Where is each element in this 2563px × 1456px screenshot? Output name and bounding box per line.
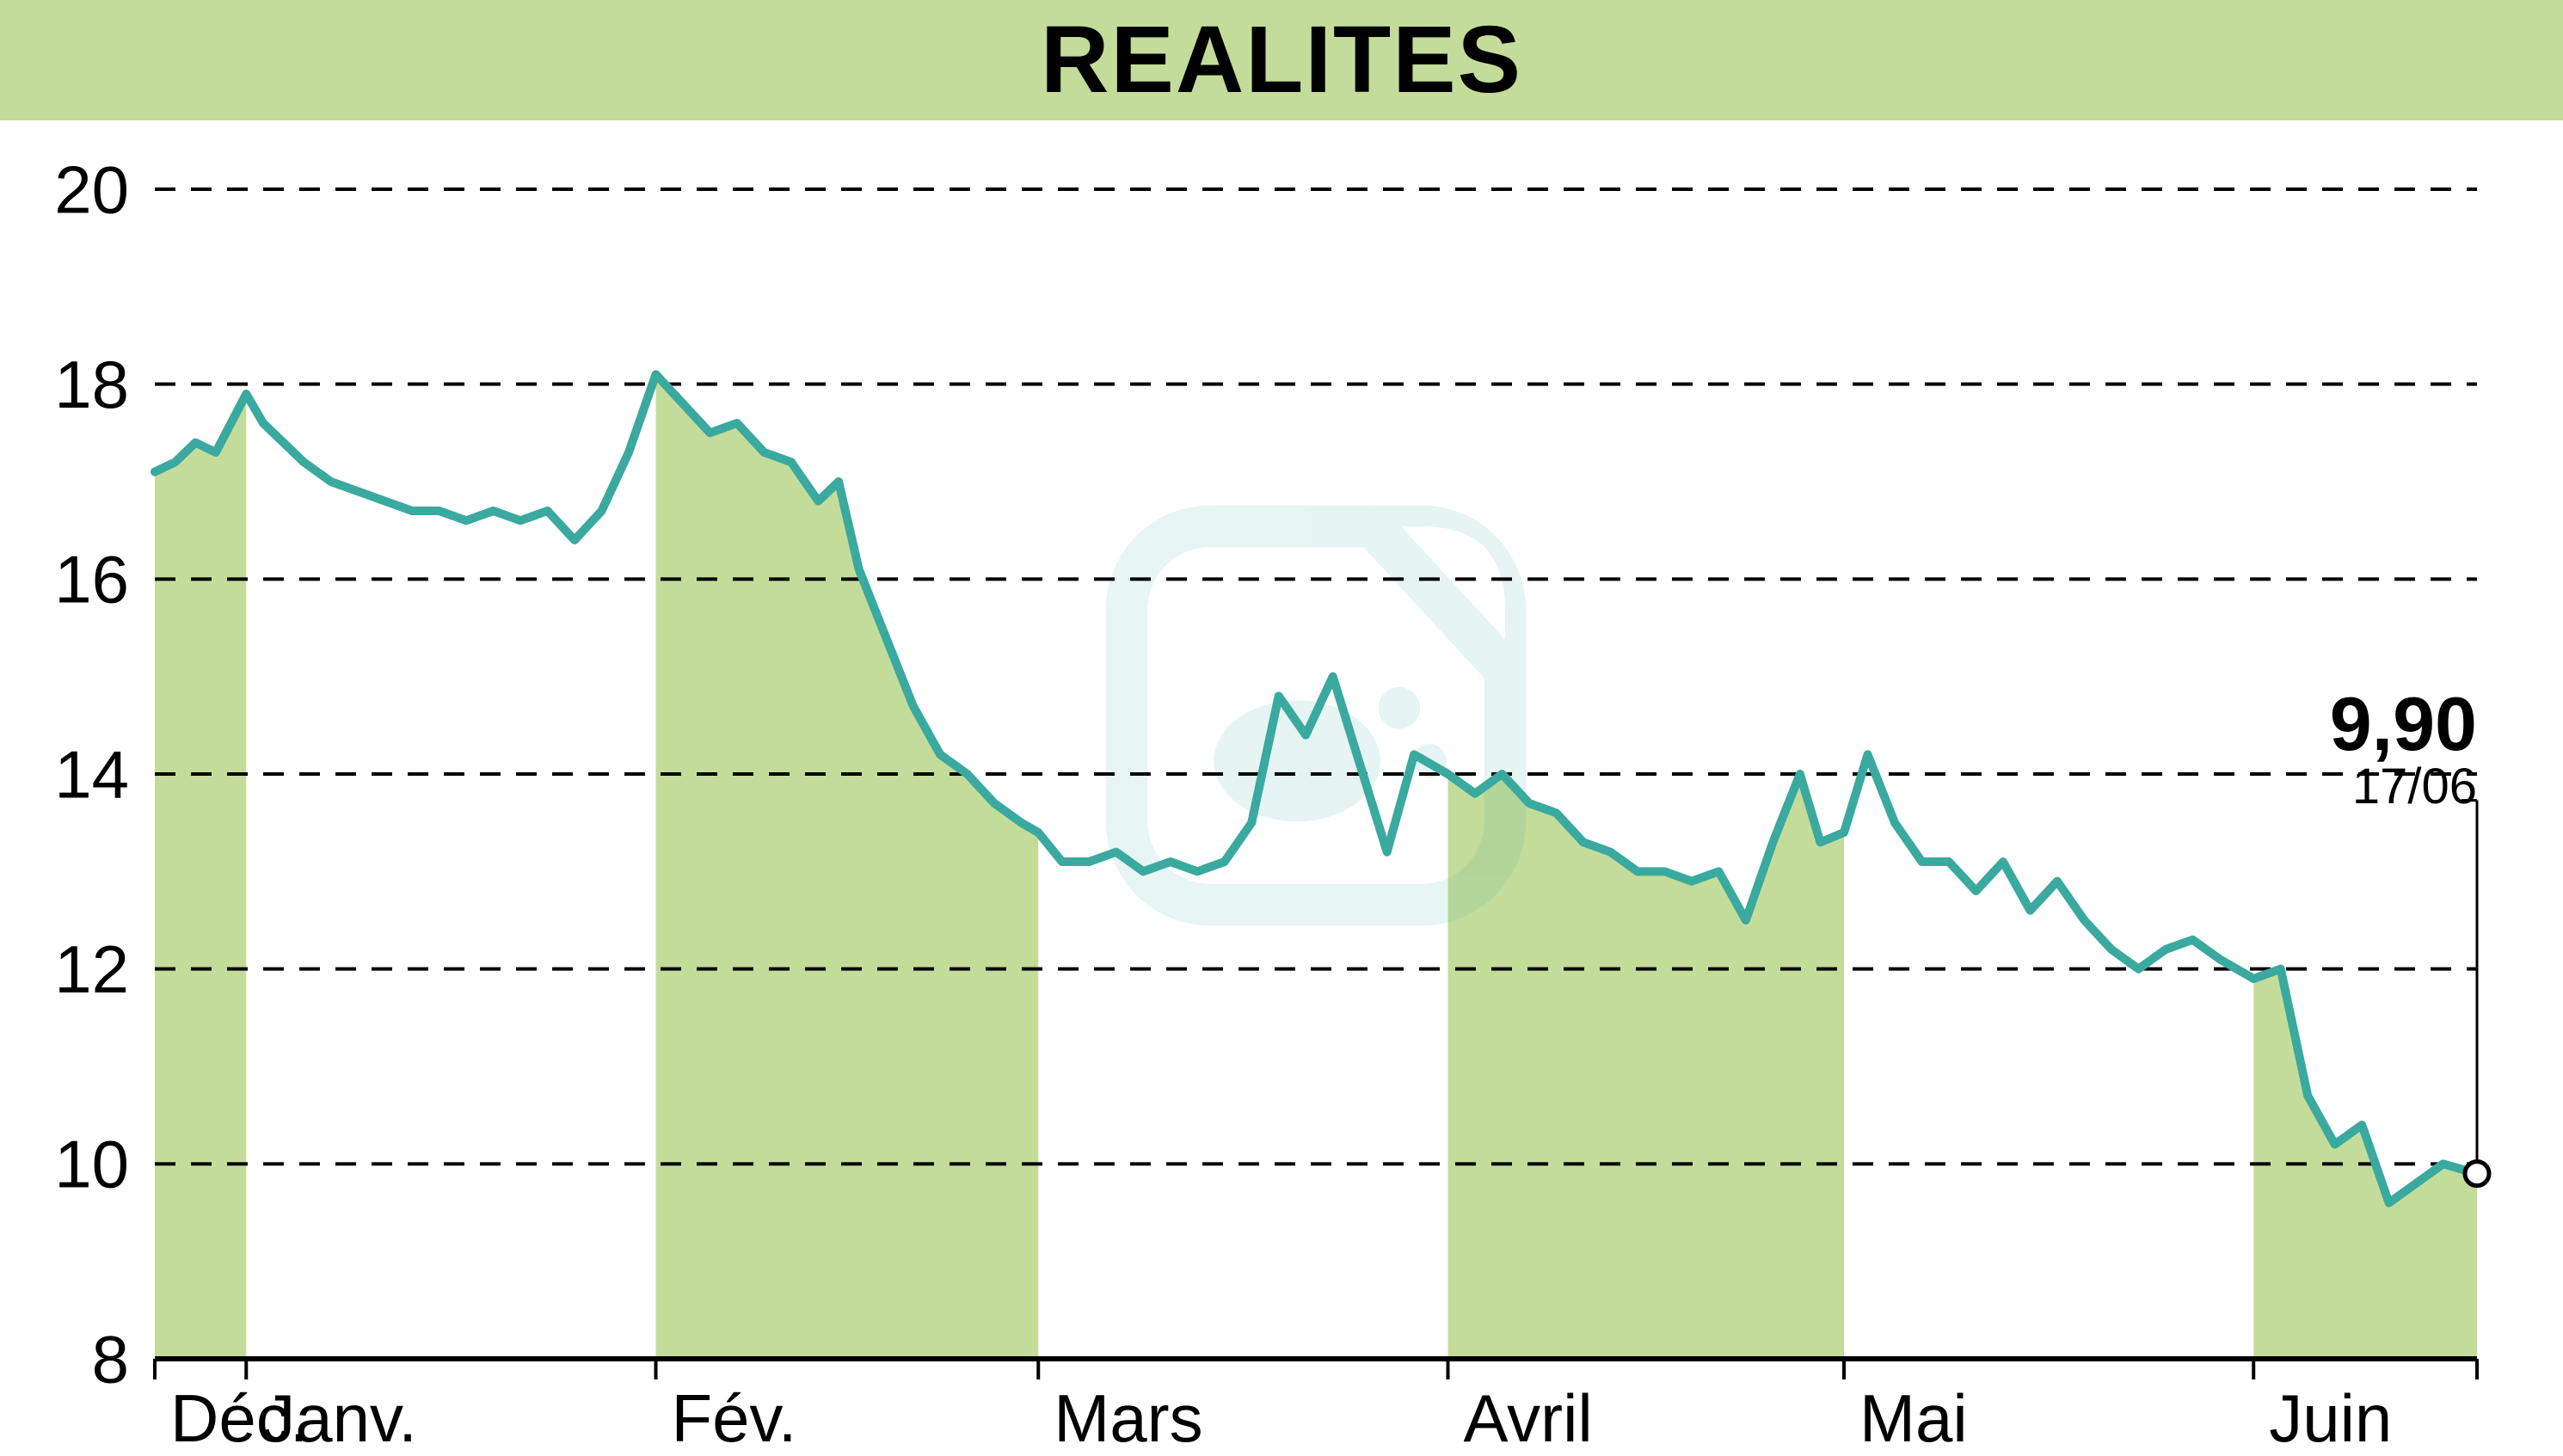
y-tick-label: 14	[54, 736, 129, 812]
last-point-marker	[2465, 1162, 2489, 1186]
x-tick-label: Janv.	[261, 1380, 417, 1456]
y-tick-label: 8	[92, 1321, 129, 1397]
y-tick-label: 10	[54, 1127, 129, 1202]
y-tick-label: 12	[54, 931, 129, 1007]
last-price-value: 9,90	[2253, 680, 2477, 768]
y-tick-label: 20	[54, 151, 129, 227]
y-tick-label: 18	[54, 347, 129, 422]
x-tick-label: Mars	[1054, 1380, 1202, 1456]
y-tick-label: 16	[54, 542, 129, 617]
x-tick-label: Juin	[2269, 1380, 2392, 1456]
month-shade	[155, 394, 246, 1359]
x-tick-label: Fév.	[672, 1380, 797, 1456]
x-tick-label: Avril	[1463, 1380, 1592, 1456]
last-price-date: 17/06	[2253, 758, 2477, 815]
chart-container: REALITES 8101214161820Déc.Janv.Fév.MarsA…	[0, 0, 2563, 1456]
x-tick-label: Mai	[1859, 1380, 1968, 1456]
chart-svg: 8101214161820Déc.Janv.Fév.MarsAvrilMaiJu…	[0, 0, 2563, 1456]
